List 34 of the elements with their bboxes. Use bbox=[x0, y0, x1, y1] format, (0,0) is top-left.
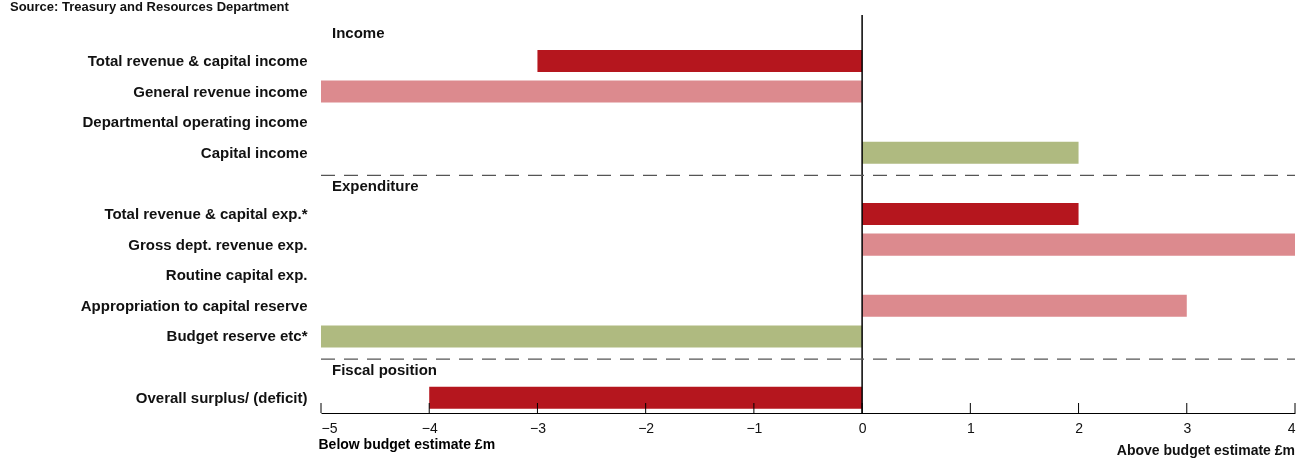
y-tick-label: Capital income bbox=[200, 143, 308, 161]
y-tick-label: Total revenue & capital income bbox=[87, 51, 308, 69]
bar bbox=[537, 49, 863, 72]
y-tick-label: Appropriation to capital reserve bbox=[80, 296, 308, 314]
y-tick-label: Income bbox=[332, 24, 385, 42]
text: Above budget estimate £m bbox=[1116, 442, 1295, 458]
bar bbox=[321, 80, 863, 103]
x-axis-title: Below budget estimate £m bbox=[318, 435, 496, 452]
x-tick-label: −3 bbox=[529, 419, 547, 436]
x-tick-label: 4 bbox=[1287, 419, 1296, 436]
bar bbox=[321, 325, 863, 348]
y-tick-label: Departmental operating income bbox=[82, 113, 308, 131]
x-tick-label: 2 bbox=[1075, 419, 1084, 436]
bar bbox=[862, 294, 1187, 317]
bar bbox=[862, 233, 1295, 256]
y-tick-label: Routine capital exp. bbox=[165, 266, 308, 284]
bar bbox=[862, 141, 1079, 164]
y-tick-label: Fiscal position bbox=[332, 361, 438, 379]
bar bbox=[862, 202, 1079, 226]
y-tick-label: Expenditure bbox=[332, 177, 419, 195]
x-tick-label: 1 bbox=[966, 419, 975, 436]
y-tick-label: Gross dept. revenue exp. bbox=[128, 235, 308, 253]
y-tick-label: Budget reserve etc* bbox=[166, 327, 308, 345]
x-tick-label: −1 bbox=[746, 419, 763, 436]
x-tick-label: −5 bbox=[321, 419, 338, 436]
bar bbox=[429, 386, 863, 409]
x-tick-label: 3 bbox=[1183, 419, 1192, 436]
y-tick-label: Total revenue & capital exp.* bbox=[104, 205, 308, 222]
x-tick-label: −2 bbox=[638, 419, 655, 436]
x-tick-label: −4 bbox=[421, 419, 438, 436]
y-tick-label: Overall surplus/ (deficit) bbox=[135, 388, 308, 406]
y-tick-label: General revenue income bbox=[133, 82, 308, 100]
x-tick-label: 0 bbox=[858, 419, 867, 436]
source-note: Source: Treasury and Resources Department bbox=[10, 0, 290, 14]
